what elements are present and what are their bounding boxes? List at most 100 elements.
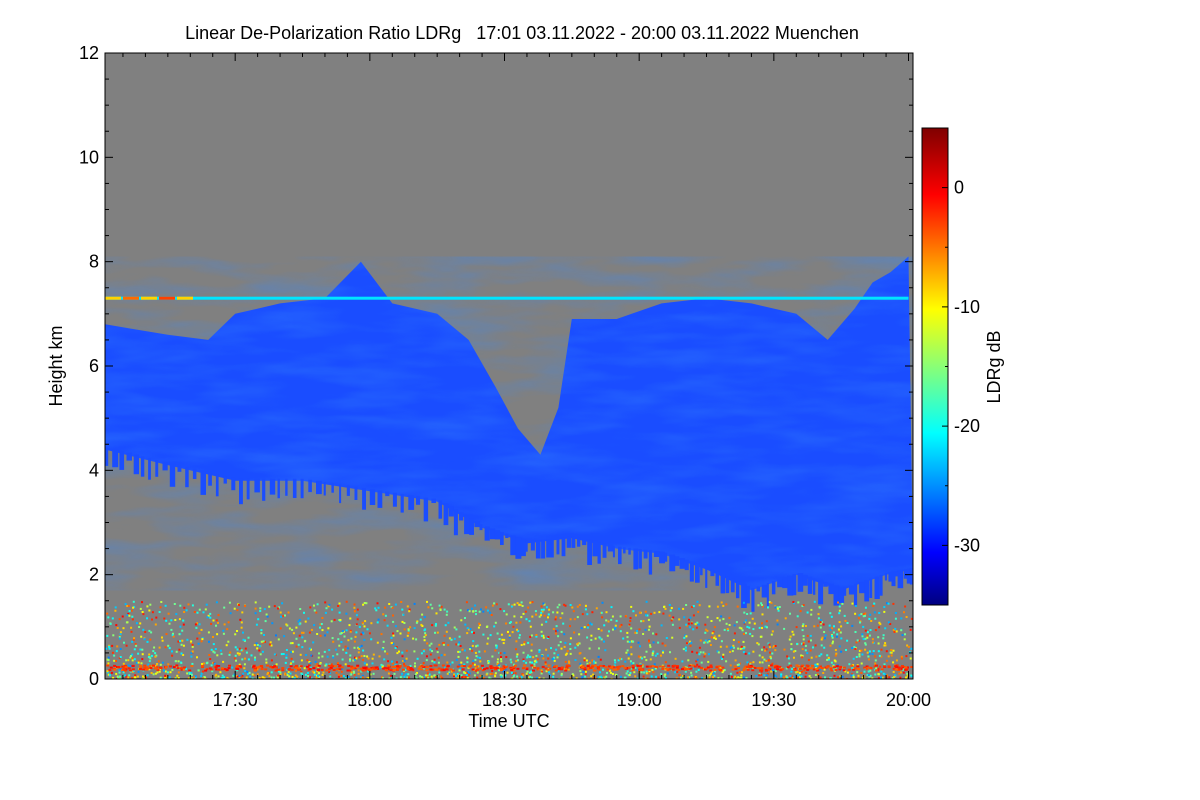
speckle-point bbox=[526, 656, 529, 659]
speckle-point bbox=[829, 628, 832, 631]
speckle-point bbox=[238, 653, 241, 656]
fall-streak bbox=[292, 478, 297, 498]
speckle-point bbox=[437, 667, 441, 670]
speckle-point bbox=[503, 638, 506, 641]
speckle-point bbox=[143, 638, 146, 641]
speckle-point bbox=[346, 669, 350, 672]
speckle-point bbox=[832, 640, 834, 643]
speckle-point bbox=[498, 651, 501, 654]
speckle-point bbox=[894, 674, 897, 677]
speckle-point bbox=[591, 611, 594, 614]
speckle-point bbox=[864, 642, 867, 645]
speckle-point bbox=[148, 629, 151, 632]
speckle-point bbox=[347, 665, 351, 667]
speckle-point bbox=[884, 627, 887, 630]
speckle-point bbox=[228, 601, 231, 604]
speckle-point bbox=[599, 664, 603, 667]
speckle-point bbox=[700, 661, 703, 664]
speckle-point bbox=[191, 643, 194, 646]
speckle-point bbox=[109, 622, 112, 625]
speckle-point bbox=[651, 654, 654, 657]
speckle-point bbox=[529, 601, 532, 604]
speckle-point bbox=[471, 668, 475, 671]
speckle-point bbox=[776, 668, 780, 671]
speckle-point bbox=[507, 603, 510, 606]
speckle-point bbox=[401, 651, 404, 654]
speckle-point bbox=[460, 619, 463, 622]
fall-streak bbox=[618, 546, 622, 565]
speckle-point bbox=[827, 658, 830, 661]
speckle-point bbox=[661, 642, 664, 645]
speckle-point bbox=[491, 672, 494, 675]
speckle-point bbox=[494, 672, 497, 675]
speckle-point bbox=[548, 608, 551, 611]
y-tick-label: 6 bbox=[89, 356, 99, 376]
speckle-point bbox=[108, 669, 112, 671]
speckle-point bbox=[240, 626, 243, 629]
speckle-point bbox=[410, 668, 414, 671]
speckle-point bbox=[457, 655, 460, 658]
speckle-point bbox=[774, 674, 777, 677]
speckle-point bbox=[854, 631, 857, 633]
speckle-point bbox=[244, 639, 246, 642]
speckle-point bbox=[370, 638, 373, 641]
speckle-point bbox=[182, 654, 185, 656]
speckle-point bbox=[792, 601, 795, 603]
speckle-point bbox=[683, 636, 686, 639]
speckle-point bbox=[193, 676, 196, 679]
speckle-point bbox=[131, 668, 135, 671]
speckle-point bbox=[247, 658, 250, 661]
speckle-point bbox=[197, 642, 200, 645]
speckle-point bbox=[424, 674, 427, 677]
speckle-point bbox=[198, 632, 201, 635]
speckle-point bbox=[883, 644, 886, 647]
speckle-point bbox=[119, 667, 122, 670]
y-tick-label: 4 bbox=[89, 460, 99, 480]
speckle-point bbox=[745, 632, 747, 635]
colorbar-tick-label: -20 bbox=[954, 416, 980, 436]
fall-streak bbox=[530, 540, 535, 551]
speckle-point bbox=[242, 631, 244, 634]
speckle-point bbox=[260, 632, 263, 635]
speckle-point bbox=[460, 665, 464, 667]
speckle-point bbox=[678, 607, 680, 610]
speckle-point bbox=[783, 676, 785, 679]
speckle-point bbox=[190, 640, 193, 643]
speckle-point bbox=[330, 620, 333, 623]
speckle-point bbox=[733, 624, 736, 627]
speckle-point bbox=[227, 621, 230, 624]
speckle-point bbox=[213, 662, 216, 665]
speckle-point bbox=[396, 668, 399, 671]
speckle-point bbox=[540, 672, 543, 675]
speckle-point bbox=[634, 631, 637, 634]
speckle-point bbox=[536, 667, 540, 670]
speckle-point bbox=[142, 675, 144, 678]
speckle-point bbox=[464, 617, 466, 619]
speckle-point bbox=[831, 636, 834, 639]
speckle-point bbox=[696, 658, 699, 661]
speckle-point bbox=[453, 626, 456, 629]
speckle-point bbox=[498, 638, 501, 640]
speckle-point bbox=[525, 672, 528, 675]
speckle-point bbox=[729, 672, 732, 675]
speckle-point bbox=[457, 677, 460, 679]
speckle-point bbox=[809, 649, 812, 652]
speckle-point bbox=[438, 604, 441, 607]
speckle-point bbox=[253, 644, 256, 647]
speckle-point bbox=[529, 661, 532, 664]
speckle-point bbox=[713, 626, 716, 629]
speckle-point bbox=[602, 668, 604, 671]
speckle-point bbox=[304, 677, 307, 679]
speckle-point bbox=[324, 634, 326, 637]
speckle-point bbox=[383, 658, 386, 661]
speckle-point bbox=[445, 613, 448, 616]
speckle-point bbox=[179, 667, 183, 670]
speckle-point bbox=[739, 648, 742, 650]
speckle-point bbox=[215, 677, 218, 679]
speckle-point bbox=[903, 666, 907, 669]
speckle-point bbox=[776, 607, 779, 610]
speckle-point bbox=[593, 660, 595, 663]
speckle-point bbox=[579, 662, 582, 665]
speckle-point bbox=[258, 677, 261, 679]
speckle-point bbox=[783, 648, 786, 651]
